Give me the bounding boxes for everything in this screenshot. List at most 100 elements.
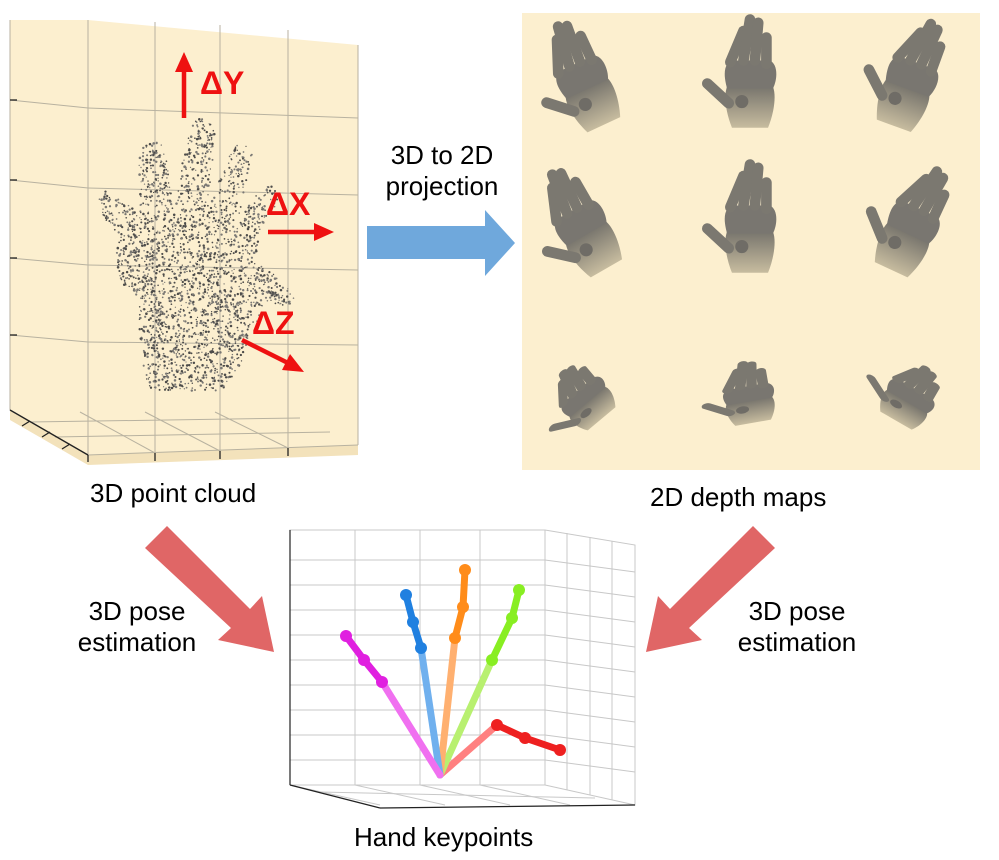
point-cloud-point [181,280,184,284]
point-cloud-point [155,156,157,159]
point-cloud-point [168,258,171,261]
point-cloud-point [221,344,225,347]
point-cloud-point [280,296,283,299]
finger-pinky [340,630,444,779]
point-cloud-point [156,347,159,350]
point-cloud-point [160,238,163,241]
point-cloud-point [243,272,246,274]
point-cloud-point [184,350,187,352]
point-cloud-point [147,212,150,215]
point-cloud-point [195,221,198,224]
point-cloud-point [145,267,149,270]
point-cloud-point [136,257,139,260]
point-cloud-point [196,233,200,237]
point-cloud-point [263,214,266,217]
point-cloud-point [178,297,181,300]
point-cloud-point [205,162,208,164]
point-cloud-point [227,293,230,296]
point-cloud-point [184,343,187,346]
point-cloud-point [221,381,224,384]
point-cloud-point [157,368,159,371]
point-cloud-point [161,255,164,259]
point-cloud-point [224,357,227,360]
point-cloud-point [146,330,149,333]
point-cloud-point [244,323,247,326]
point-cloud-point [167,314,170,316]
point-cloud-point [206,292,209,294]
point-cloud-point [183,210,186,213]
point-cloud-point [185,178,187,180]
point-cloud-point [154,371,157,375]
point-cloud-point [139,240,142,243]
point-cloud-point [131,283,133,285]
point-cloud-point [226,330,229,333]
point-cloud-point [190,376,193,379]
point-cloud-point [148,304,151,307]
point-cloud-point [201,351,203,354]
point-cloud-point [216,313,218,315]
point-cloud-point [197,137,200,140]
point-cloud-point [193,274,196,276]
point-cloud-point [248,209,251,212]
point-cloud-point [168,228,170,231]
point-cloud-point [153,233,156,236]
point-cloud-point [185,266,188,269]
point-cloud-point [157,365,160,368]
point-cloud-point [226,365,230,368]
point-cloud-point [229,213,232,216]
point-cloud-point [163,367,165,369]
point-cloud-point [233,316,235,319]
point-cloud-point [230,275,233,278]
point-cloud-point [130,239,132,241]
point-cloud-point [258,280,261,283]
point-cloud-point [259,299,263,302]
point-cloud-point [170,295,173,298]
point-cloud-point [197,351,200,354]
point-cloud-point [157,361,159,363]
point-cloud-point [153,336,156,340]
point-cloud-point [133,223,136,226]
point-cloud-point [137,250,140,253]
point-cloud-point [155,199,158,202]
point-cloud-point [174,348,177,351]
point-cloud-point [213,214,215,216]
point-cloud-point [199,136,202,139]
delta-z-label: ΔZ [252,305,295,341]
point-cloud-point [241,350,245,354]
point-cloud-point [230,176,232,178]
point-cloud-point [147,237,150,241]
point-cloud-point [200,168,203,172]
point-cloud-point [237,172,240,175]
point-cloud-point [213,256,216,259]
point-cloud-point [220,254,223,257]
point-cloud-point [117,224,120,227]
point-cloud-point [233,234,237,237]
point-cloud-point [270,287,273,289]
point-cloud-point [192,177,195,180]
point-cloud-point [257,216,260,218]
point-cloud-point [123,251,125,253]
point-cloud-point [256,220,259,223]
point-cloud-point [188,351,191,354]
point-cloud-point [235,193,238,195]
point-cloud-point [105,197,108,200]
point-cloud-point [198,285,202,288]
point-cloud-point [164,163,167,166]
point-cloud-point [156,248,159,250]
point-cloud-point [153,290,156,293]
point-cloud-point [205,144,208,146]
point-cloud-point [222,315,224,317]
point-cloud-point [172,213,176,217]
point-cloud-point [137,274,139,277]
point-cloud-point [219,309,222,312]
point-cloud-point [194,389,196,391]
point-cloud-point [195,322,199,325]
finger-bone [521,734,564,754]
point-cloud-point [194,371,196,373]
point-cloud-point [150,290,154,294]
point-cloud-point [220,363,223,366]
point-cloud-point [183,282,187,286]
point-cloud-point [196,347,200,350]
point-cloud-point [180,269,182,271]
point-cloud-point [191,387,194,389]
